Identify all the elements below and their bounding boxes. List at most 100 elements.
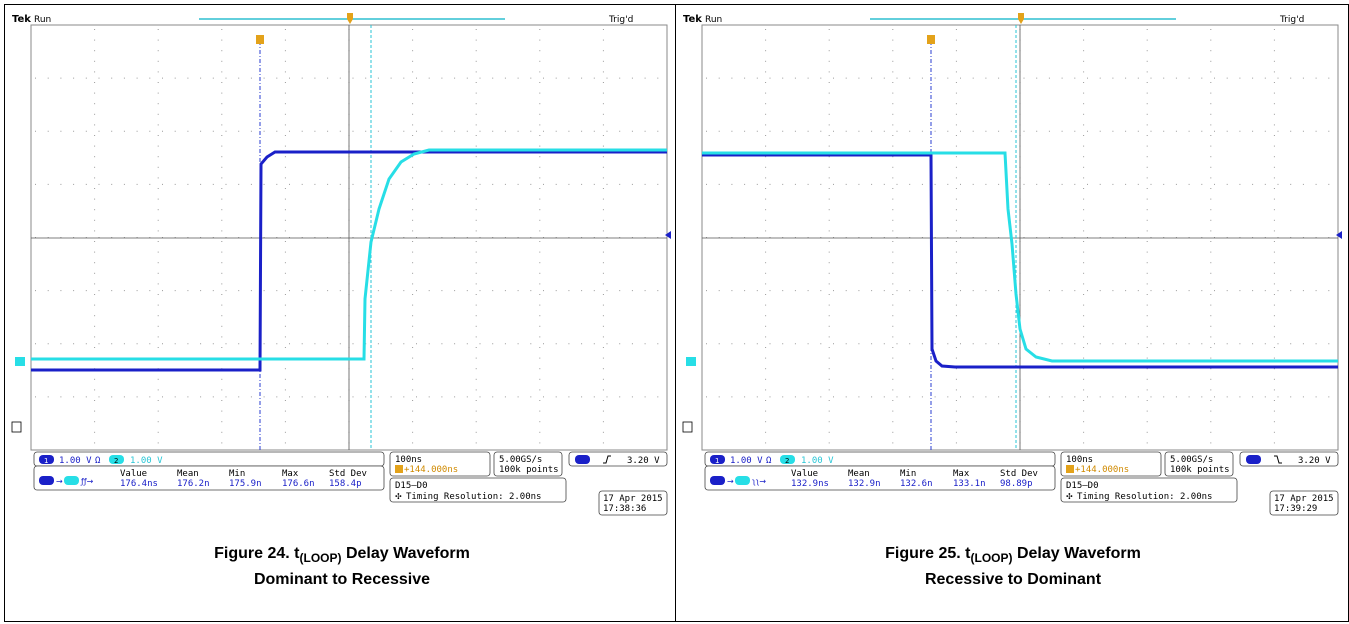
meas-header-mean: Mean xyxy=(177,469,199,479)
trigger-offset-icon xyxy=(1066,465,1074,473)
acquisition-box[interactable] xyxy=(493,451,563,477)
timing-icon: ✣ xyxy=(1066,492,1073,501)
timebase: 100ns xyxy=(1066,455,1093,465)
trigger-box[interactable] xyxy=(1239,451,1339,467)
datetime-box xyxy=(598,490,668,516)
meas-header-max: Max xyxy=(953,469,970,479)
ch1-badge xyxy=(39,455,54,464)
svg-text:1: 1 xyxy=(44,457,48,465)
ch2-ground-marker xyxy=(15,357,25,366)
ch1-scale: 1.00 V xyxy=(59,456,92,466)
trigger-offset-icon xyxy=(395,465,403,473)
svg-text:→: → xyxy=(56,477,63,486)
run-status: Run xyxy=(34,15,51,25)
caption-line-2: Dominant to Recessive xyxy=(253,571,431,588)
run-status: Run xyxy=(705,15,722,25)
time: 17:39:29 xyxy=(1274,504,1317,514)
trigger-level: 3.20 V xyxy=(1298,456,1331,466)
rising-edge-icon xyxy=(603,455,611,464)
meas-header-min: Min xyxy=(229,469,245,479)
sample-rate: 5.00GS/s xyxy=(499,455,542,465)
brand-label: Tek xyxy=(683,14,702,25)
trigger-source-badge xyxy=(575,455,590,464)
timebase: 100ns xyxy=(395,455,422,465)
ch2-waveform xyxy=(702,151,1338,363)
ch2-scale: 1.00 V xyxy=(801,456,834,466)
ch1-badge xyxy=(710,455,725,464)
oscilloscope-screenshot: Tek Run Trig'd 1 1.00 V Ω xyxy=(680,9,1342,531)
meas-header-mean: Mean xyxy=(848,469,870,479)
figure-caption: Figure 25. t(LOOP) Delay Waveform Recess… xyxy=(676,543,1349,591)
meas-max: 176.6n xyxy=(282,479,315,489)
caption-prefix: Figure 24. t xyxy=(214,545,300,562)
acquisition-box[interactable] xyxy=(1164,451,1234,477)
ch1-scale: 1.00 V xyxy=(730,456,763,466)
figure-25-panel: Tek Run Trig'd 1 1.00 V Ω xyxy=(675,4,1349,622)
trigger-box[interactable] xyxy=(568,451,668,467)
digital-box[interactable] xyxy=(1060,477,1238,503)
record-length: 100k points xyxy=(499,465,559,475)
caption-suffix: Delay Waveform xyxy=(1012,545,1141,562)
trigger-status: Trig'd xyxy=(1279,15,1304,25)
scope-display: Tek Run Trig'd xyxy=(11,13,671,516)
trigger-position-marker xyxy=(1018,13,1024,24)
cursor-a-marker[interactable] xyxy=(927,35,935,44)
edge-rising-icon: ƒƒ→ xyxy=(80,477,94,486)
ch2-badge xyxy=(109,455,124,464)
meas-stddev: 158.4p xyxy=(329,479,362,489)
svg-text:2: 2 xyxy=(114,457,118,465)
meas-max: 133.1n xyxy=(953,479,986,489)
sample-rate: 5.00GS/s xyxy=(1170,455,1213,465)
timebase-box[interactable] xyxy=(1060,451,1162,477)
ch1-waveform xyxy=(702,153,1338,369)
meas-header-value: Value xyxy=(120,469,147,479)
trigger-offset: +144.000ns xyxy=(1075,465,1129,475)
falling-edge-icon xyxy=(1274,455,1282,464)
trigger-offset: +144.000ns xyxy=(404,465,458,475)
trigger-level-marker xyxy=(1336,231,1342,239)
ch2-badge xyxy=(780,455,795,464)
meas-ch2-badge xyxy=(64,476,79,485)
meas-ch1-badge xyxy=(710,476,725,485)
measurement-box[interactable] xyxy=(33,465,385,491)
svg-text:1: 1 xyxy=(715,457,719,465)
figure-24-panel: Tek Run Trig'd xyxy=(4,4,678,622)
oscilloscope-screenshot: Tek Run Trig'd xyxy=(9,9,671,531)
caption-line-2: Recessive to Dominant xyxy=(924,571,1102,588)
digital-marker xyxy=(11,421,22,433)
date: 17 Apr 2015 xyxy=(1274,494,1334,504)
graticule xyxy=(30,24,668,451)
caption-subscript: (LOOP) xyxy=(970,551,1013,565)
ch2-scale: 1.00 V xyxy=(130,456,163,466)
brand-label: Tek xyxy=(12,14,31,25)
meas-stddev: 98.89p xyxy=(1000,479,1033,489)
digital-channels: D15–D0 xyxy=(395,481,428,491)
timebase-box[interactable] xyxy=(389,451,491,477)
ch1-ohm: Ω xyxy=(95,456,101,466)
digital-channels: D15–D0 xyxy=(1066,481,1099,491)
meas-mean: 132.9n xyxy=(848,479,881,489)
datetime-box xyxy=(1269,490,1339,516)
meas-value: 132.9ns xyxy=(791,479,829,489)
trigger-source-badge xyxy=(1246,455,1261,464)
ch2-waveform xyxy=(31,148,667,361)
trigger-status: Trig'd xyxy=(608,15,633,25)
svg-text:→: → xyxy=(727,477,734,486)
cursor-a-marker[interactable] xyxy=(256,35,264,44)
trigger-position-marker xyxy=(347,13,353,24)
digital-box[interactable] xyxy=(389,477,567,503)
trigger-level-marker xyxy=(665,231,671,239)
meas-min: 132.6n xyxy=(900,479,933,489)
edge-falling-icon: ʅʅ→ xyxy=(752,477,766,486)
meas-header-max: Max xyxy=(282,469,299,479)
scope-display: Tek Run Trig'd 1 1.00 V Ω xyxy=(682,13,1342,516)
ch1-ohm: Ω xyxy=(766,456,772,466)
measurement-box[interactable] xyxy=(704,465,1056,491)
meas-header-stddev: Std Dev xyxy=(1000,469,1038,479)
ch2-ground-marker xyxy=(686,357,696,366)
meas-ch2-badge xyxy=(735,476,750,485)
meas-mean: 176.2n xyxy=(177,479,210,489)
time: 17:38:36 xyxy=(603,504,646,514)
caption-prefix: Figure 25. t xyxy=(885,545,971,562)
digital-marker xyxy=(682,421,693,433)
